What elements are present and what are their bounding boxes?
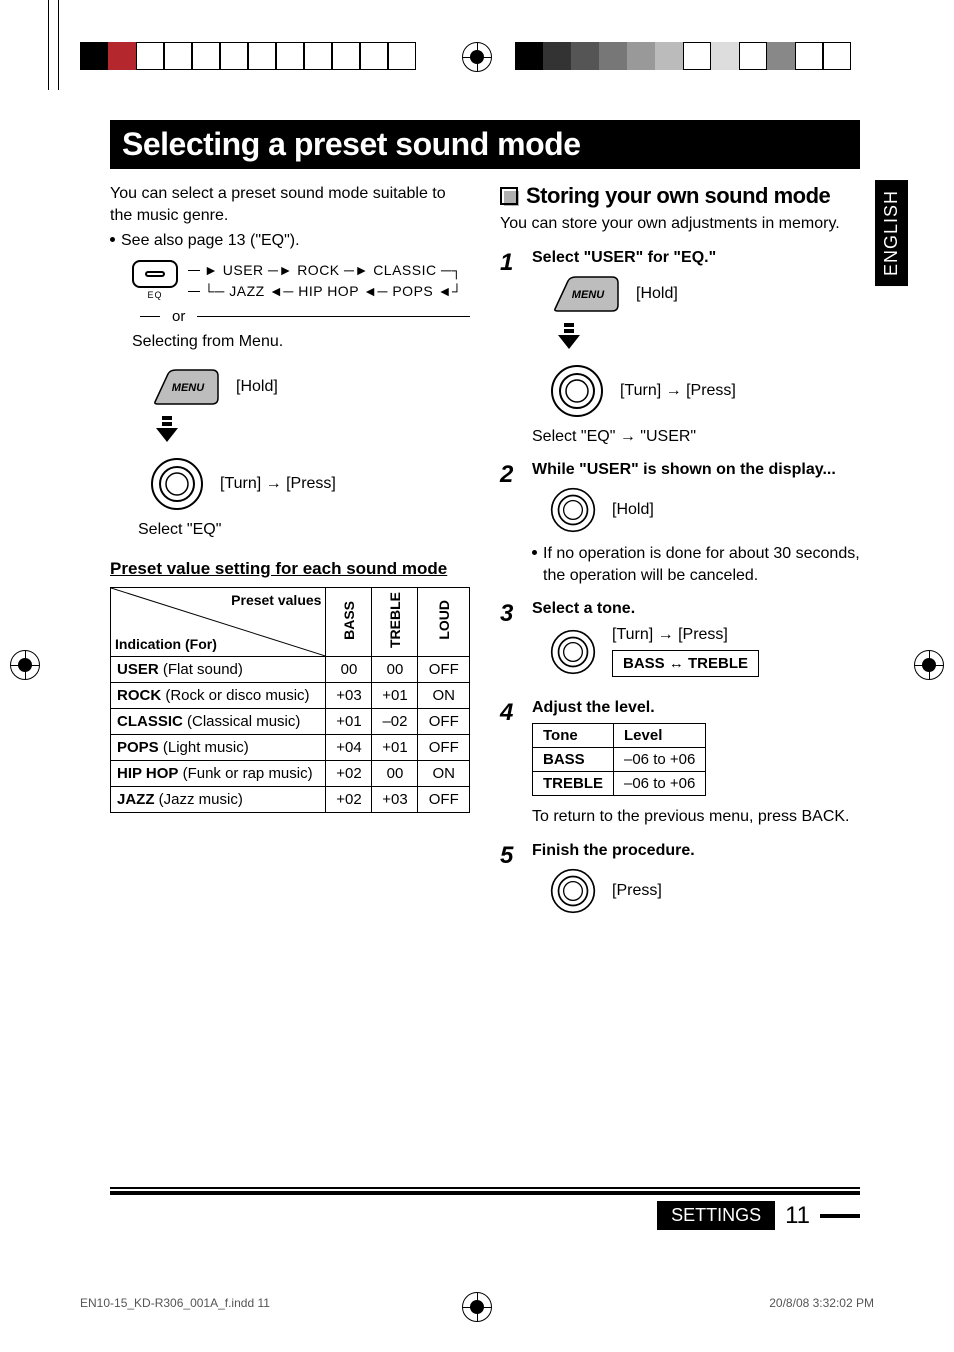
hold-label: [Hold]: [236, 378, 278, 396]
table-row: CLASSIC (Classical music)+01–02OFF: [111, 708, 470, 734]
step-number: 4: [500, 699, 522, 828]
slug-filename: EN10-15_KD-R306_001A_f.indd 11: [80, 1296, 270, 1310]
col-loud: LOUD: [436, 600, 452, 640]
preset-table: Preset values Indication (For) BASS TREB…: [110, 587, 470, 813]
turn-press-label: [Turn] → [Press]: [620, 382, 736, 400]
eq-button-diagram: EQ ► USER ─► ROCK ─► CLASSIC ─┐ └─ JAZZ …: [132, 260, 470, 302]
press-label: [Press]: [612, 882, 662, 900]
step3-title: Select a tone.: [532, 600, 860, 618]
hold-label: [Hold]: [636, 285, 678, 303]
step5-title: Finish the procedure.: [532, 842, 860, 860]
menu-button-icon: MENU: [150, 368, 220, 406]
knob-icon: [550, 364, 604, 418]
col-treble: TREBLE: [387, 592, 403, 648]
knob-icon: [550, 868, 596, 914]
bass-treble-toggle: BASS ↔ TREBLE: [612, 650, 759, 677]
language-tab: ENGLISH: [875, 180, 908, 286]
see-also: See also page 13 ("EQ").: [110, 230, 470, 252]
step-5: 5 Finish the procedure. [Press]: [500, 842, 860, 922]
knob-turn-press-row: [Turn] → [Press]: [132, 457, 470, 511]
footer-section-label: SETTINGS: [657, 1201, 775, 1230]
color-bar-left: [80, 42, 416, 70]
step-4: 4 Adjust the level. ToneLevel BASS–06 to…: [500, 699, 860, 828]
table-row: ROCK (Rock or disco music)+03+01ON: [111, 682, 470, 708]
page-number: 11: [785, 1202, 810, 1230]
registration-mark-icon: [462, 42, 492, 72]
arrow-down-icon: [554, 321, 584, 351]
hold-label: [Hold]: [612, 501, 654, 519]
step-number: 1: [500, 249, 522, 448]
page-footer: SETTINGS 11: [110, 1191, 860, 1230]
section-icon: [500, 187, 518, 205]
tone-header: Tone: [533, 724, 614, 748]
col-bass: BASS: [341, 601, 357, 640]
table-row: USER (Flat sound)0000OFF: [111, 656, 470, 682]
storing-heading: Storing your own sound mode: [500, 183, 860, 209]
or-separator: or: [140, 308, 470, 325]
registration-mark-icon: [914, 650, 944, 680]
registration-top: [0, 0, 954, 90]
knob-icon: [550, 487, 596, 533]
level-header: Level: [614, 724, 706, 748]
turn-press-label: [Turn] → [Press]: [220, 475, 336, 493]
step-number: 2: [500, 461, 522, 586]
step4-note: To return to the previous menu, press BA…: [532, 806, 860, 828]
select-eq-text: Select "EQ": [138, 519, 470, 541]
eq-button-icon: [132, 260, 178, 288]
page-title: Selecting a preset sound mode: [110, 120, 860, 169]
step1-select: Select "EQ" → "USER": [532, 426, 860, 448]
table-row: HIP HOP (Funk or rap music)+0200ON: [111, 760, 470, 786]
storing-title: Storing your own sound mode: [526, 183, 830, 209]
indication-header: Indication (For): [115, 636, 217, 652]
registration-mark-icon: [462, 1292, 492, 1322]
page-content: Selecting a preset sound mode ENGLISH Yo…: [110, 120, 860, 1230]
selecting-from-menu: Selecting from Menu.: [132, 331, 470, 353]
step-number: 3: [500, 600, 522, 685]
svg-text:MENU: MENU: [572, 289, 605, 301]
right-column: Storing your own sound mode You can stor…: [500, 183, 860, 922]
table-row: JAZZ (Jazz music)+02+03OFF: [111, 786, 470, 812]
step-number: 5: [500, 842, 522, 922]
preset-values-header: Preset values: [231, 592, 321, 608]
see-also-text: See also page 13 ("EQ").: [121, 230, 300, 252]
knob-icon: [550, 629, 596, 675]
table-row: POPS (Light music)+04+01OFF: [111, 734, 470, 760]
step4-title: Adjust the level.: [532, 699, 860, 717]
menu-button-icon: MENU: [550, 275, 620, 313]
storing-intro: You can store your own adjustments in me…: [500, 213, 860, 235]
left-column: You can select a preset sound mode suita…: [110, 183, 470, 922]
preset-heading: Preset value setting for each sound mode: [110, 559, 470, 579]
step1-title: Select "USER" for "EQ.": [532, 249, 860, 267]
turn-press-label: [Turn] → [Press]: [612, 626, 759, 644]
step2-title: While "USER" is shown on the display...: [532, 461, 860, 479]
eq-button-label: EQ: [132, 290, 178, 300]
color-bar-right: [515, 42, 851, 70]
or-label: or: [172, 308, 185, 325]
step-3: 3 Select a tone. [Turn] → [Press] BASS ↔…: [500, 600, 860, 685]
step-1: 1 Select "USER" for "EQ." MENU [Hold]: [500, 249, 860, 448]
registration-mark-icon: [10, 650, 40, 680]
knob-icon: [150, 457, 204, 511]
arrow-down-icon: [152, 414, 182, 444]
svg-text:MENU: MENU: [172, 382, 205, 394]
step2-note: If no operation is done for about 30 sec…: [543, 543, 860, 586]
menu-hold-row: MENU [Hold]: [132, 368, 470, 406]
intro-text: You can select a preset sound mode suita…: [110, 183, 470, 226]
level-table: ToneLevel BASS–06 to +06 TREBLE–06 to +0…: [532, 723, 706, 796]
slug-timestamp: 20/8/08 3:32:02 PM: [769, 1296, 874, 1310]
step-2: 2 While "USER" is shown on the display..…: [500, 461, 860, 586]
